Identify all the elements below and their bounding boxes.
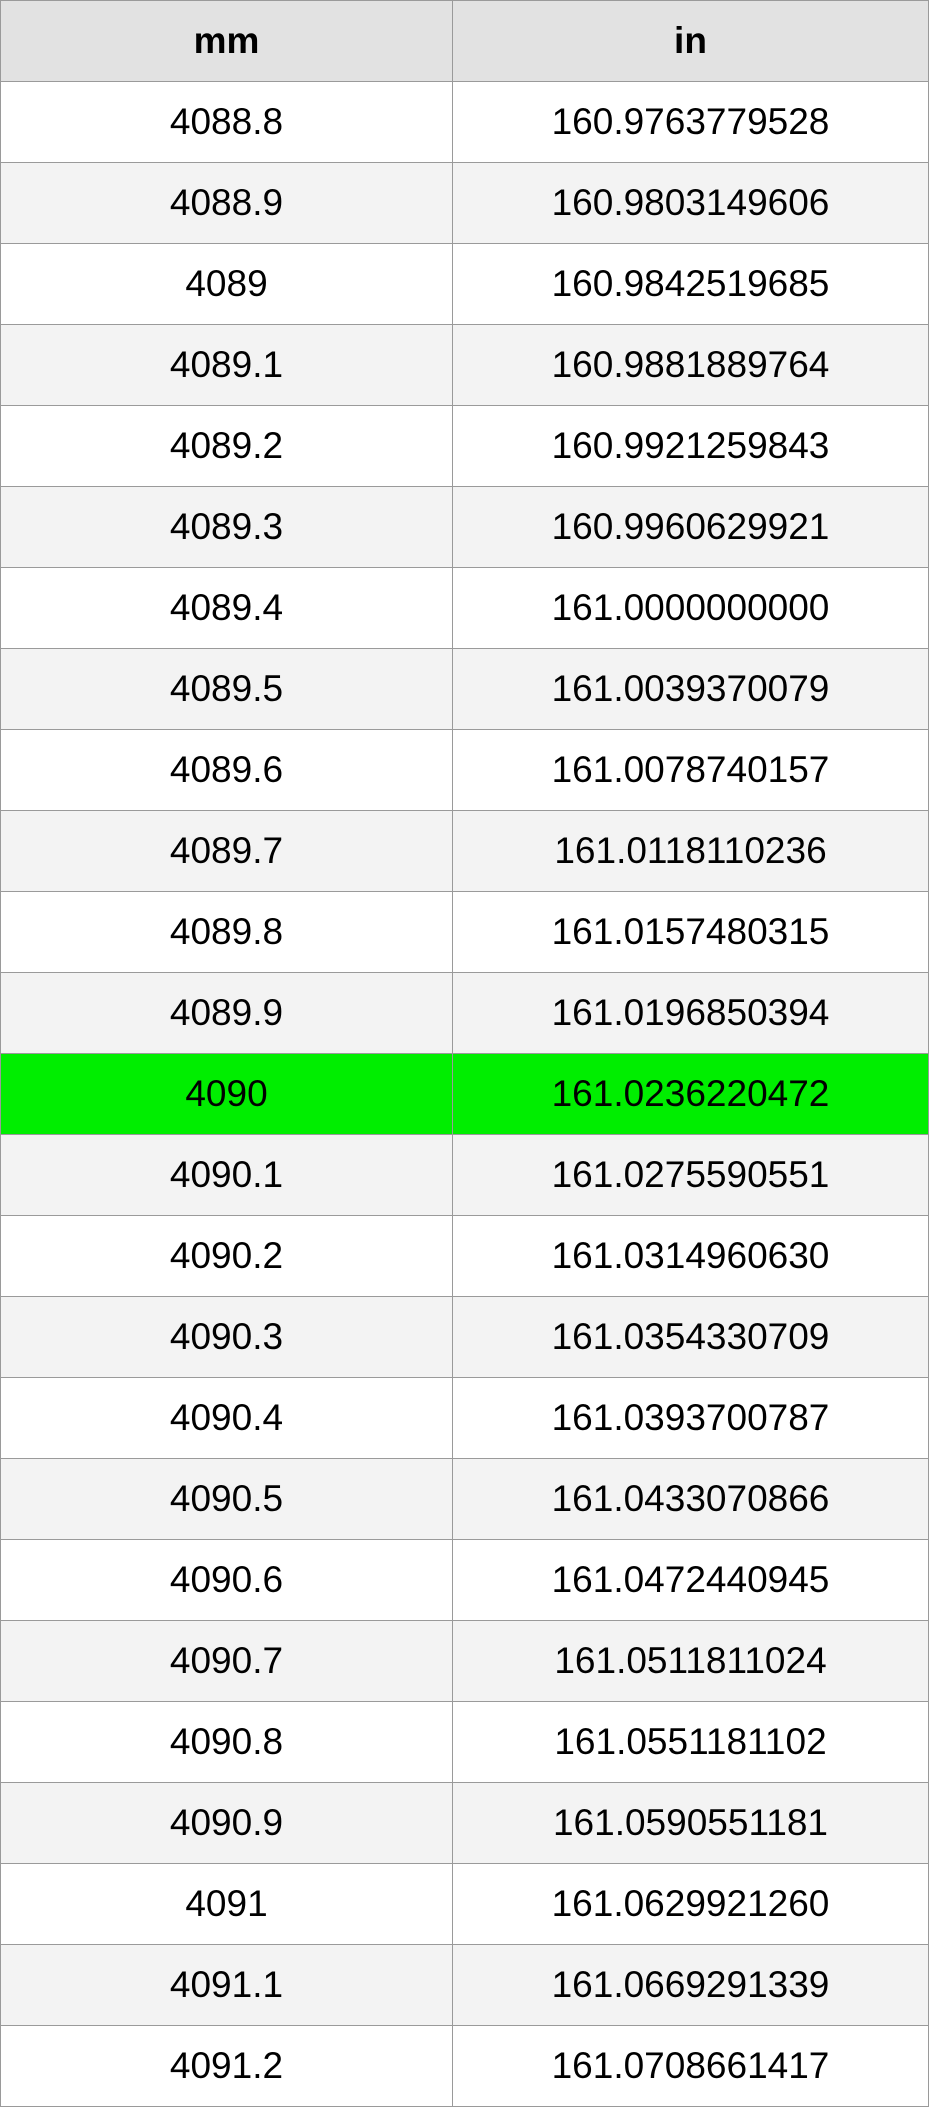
mm-cell: 4090.9	[0, 1782, 453, 1864]
in-cell: 161.0590551181	[452, 1782, 929, 1864]
mm-cell: 4089.4	[0, 567, 453, 649]
table-body: 4088.8 160.9763779528 4088.9 160.9803149606…	[0, 81, 929, 2107]
in-cell: 161.0393700787	[452, 1377, 929, 1459]
mm-cell: 4090.5	[0, 1458, 453, 1540]
table-row: 4090.4 161.0393700787	[0, 1377, 929, 1459]
table-row: 4090.2 161.0314960630	[0, 1215, 929, 1297]
in-cell: 161.0118110236	[452, 810, 929, 892]
in-cell: 161.0000000000	[452, 567, 929, 649]
mm-cell: 4090.8	[0, 1701, 453, 1783]
in-cell: 161.0433070866	[452, 1458, 929, 1540]
mm-cell: 4090.4	[0, 1377, 453, 1459]
table-row: 4090.1 161.0275590551	[0, 1134, 929, 1216]
table-row: 4089.6 161.0078740157	[0, 729, 929, 811]
mm-cell: 4089.7	[0, 810, 453, 892]
in-cell: 160.9960629921	[452, 486, 929, 568]
mm-cell: 4090.1	[0, 1134, 453, 1216]
table-row: 4090.3 161.0354330709	[0, 1296, 929, 1378]
mm-cell: 4090	[0, 1053, 453, 1135]
table-row: 4089.8 161.0157480315	[0, 891, 929, 973]
mm-cell: 4089.6	[0, 729, 453, 811]
table-row: 4090.9 161.0590551181	[0, 1782, 929, 1864]
header-cell: in	[452, 0, 929, 82]
mm-cell: 4089.5	[0, 648, 453, 730]
table-row: 4089.2 160.9921259843	[0, 405, 929, 487]
table-row: 4089.7 161.0118110236	[0, 810, 929, 892]
header-row: mm in	[0, 0, 929, 82]
table-header: mm in	[0, 0, 929, 82]
table-row: 4089.5 161.0039370079	[0, 648, 929, 730]
in-cell: 161.0669291339	[452, 1944, 929, 2026]
header-cell: mm	[0, 0, 453, 82]
mm-cell: 4090.2	[0, 1215, 453, 1297]
in-cell: 161.0472440945	[452, 1539, 929, 1621]
in-cell: 160.9763779528	[452, 81, 929, 163]
table-row: 4089 160.9842519685	[0, 243, 929, 325]
mm-cell: 4089	[0, 243, 453, 325]
mm-cell: 4089.2	[0, 405, 453, 487]
mm-cell: 4090.7	[0, 1620, 453, 1702]
in-cell: 161.0039370079	[452, 648, 929, 730]
table-row: 4088.9 160.9803149606	[0, 162, 929, 244]
table-row: 4090.6 161.0472440945	[0, 1539, 929, 1621]
in-cell: 160.9921259843	[452, 405, 929, 487]
mm-cell: 4090.6	[0, 1539, 453, 1621]
in-cell: 161.0551181102	[452, 1701, 929, 1783]
mm-cell: 4091	[0, 1863, 453, 1945]
mm-cell: 4089.9	[0, 972, 453, 1054]
mm-cell: 4089.3	[0, 486, 453, 568]
table-row: 4091.1 161.0669291339	[0, 1944, 929, 2026]
in-cell: 161.0629921260	[452, 1863, 929, 1945]
table-row: 4090.5 161.0433070866	[0, 1458, 929, 1540]
in-cell: 160.9881889764	[452, 324, 929, 406]
table-row: 4089.4 161.0000000000	[0, 567, 929, 649]
in-cell: 160.9803149606	[452, 162, 929, 244]
table-row: 4090.7 161.0511811024	[0, 1620, 929, 1702]
table-row: 4089.3 160.9960629921	[0, 486, 929, 568]
in-cell: 161.0354330709	[452, 1296, 929, 1378]
in-cell: 161.0157480315	[452, 891, 929, 973]
table-row: 4088.8 160.9763779528	[0, 81, 929, 163]
mm-cell: 4091.2	[0, 2025, 453, 2107]
mm-cell: 4088.9	[0, 162, 453, 244]
in-cell: 161.0314960630	[452, 1215, 929, 1297]
in-cell: 161.0708661417	[452, 2025, 929, 2107]
in-cell: 161.0078740157	[452, 729, 929, 811]
in-cell: 160.9842519685	[452, 243, 929, 325]
mm-cell: 4089.1	[0, 324, 453, 406]
in-cell: 161.0236220472	[452, 1053, 929, 1135]
table-row: 4091.2 161.0708661417	[0, 2025, 929, 2107]
in-cell: 161.0275590551	[452, 1134, 929, 1216]
table-row: 4091 161.0629921260	[0, 1863, 929, 1945]
mm-cell: 4088.8	[0, 81, 453, 163]
table-row: 4090.8 161.0551181102	[0, 1701, 929, 1783]
in-cell: 161.0196850394	[452, 972, 929, 1054]
mm-cell: 4089.8	[0, 891, 453, 973]
in-cell: 161.0511811024	[452, 1620, 929, 1702]
mm-cell: 4090.3	[0, 1296, 453, 1378]
table-row: 4090 161.0236220472	[0, 1053, 929, 1135]
table-row: 4089.9 161.0196850394	[0, 972, 929, 1054]
mm-cell: 4091.1	[0, 1944, 453, 2026]
table-row: 4089.1 160.9881889764	[0, 324, 929, 406]
